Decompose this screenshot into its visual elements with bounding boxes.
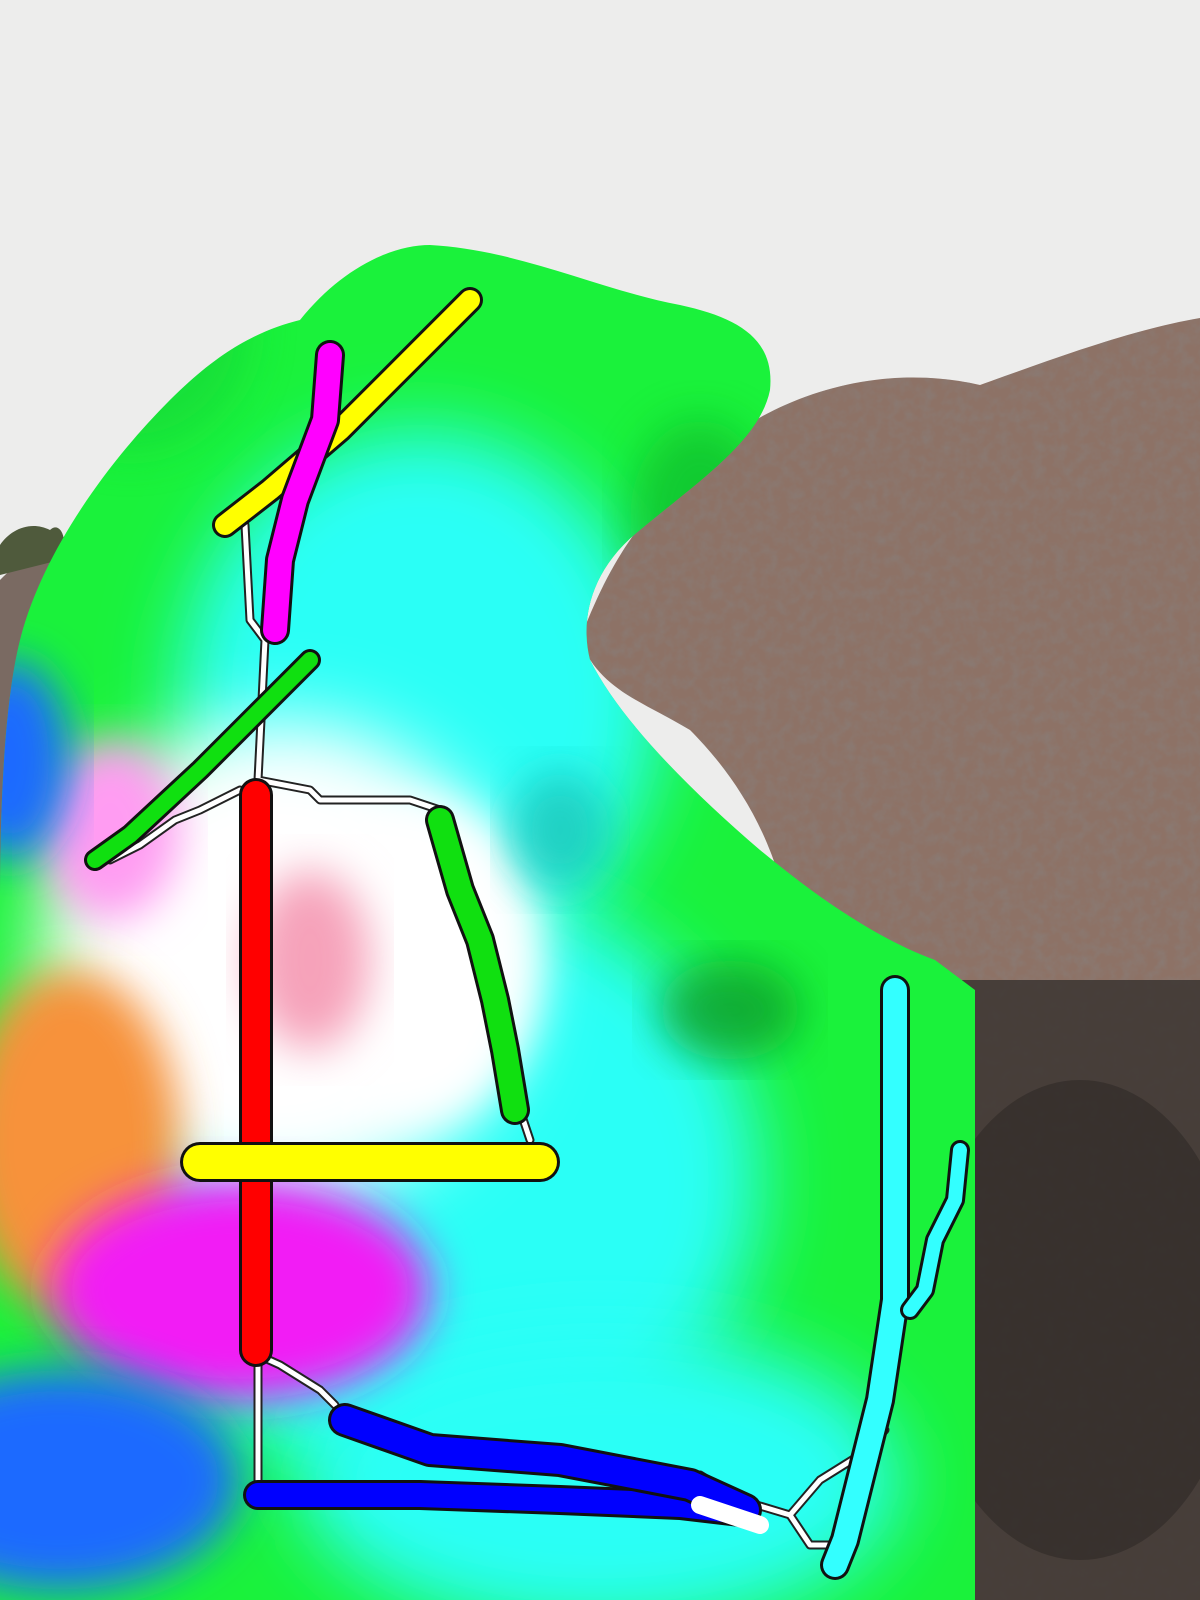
shrub: [0, 525, 65, 575]
skeleton-graph: [84, 287, 970, 1580]
